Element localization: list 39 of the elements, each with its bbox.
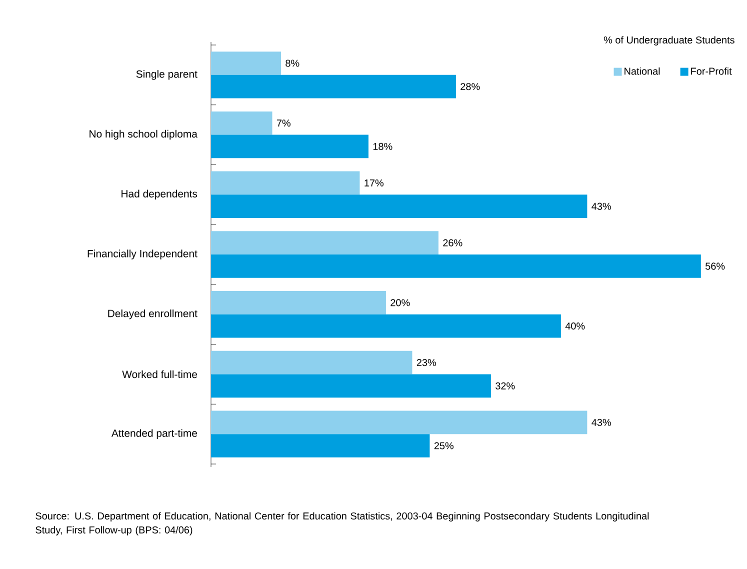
data-label: 32% — [496, 382, 515, 390]
bar — [211, 74, 456, 98]
bar — [211, 434, 430, 458]
data-label: 43% — [592, 418, 611, 426]
y-tick-label: Delayed enrollment — [108, 309, 198, 320]
data-label: 40% — [565, 322, 585, 330]
bar — [211, 350, 412, 374]
data-label: 17% — [364, 179, 384, 186]
bar — [211, 410, 588, 434]
bar — [211, 254, 701, 278]
data-label: 20% — [390, 299, 410, 306]
data-label: 28% — [460, 83, 480, 90]
y-tick-label: Attended part-time — [111, 429, 197, 439]
data-label: 25% — [434, 442, 454, 450]
bar — [211, 231, 438, 255]
data-label: 23% — [416, 359, 436, 366]
y-tick-label: Single parent — [136, 70, 198, 80]
bar — [211, 374, 491, 398]
data-label: 7% — [276, 120, 290, 127]
data-label: 43% — [592, 202, 611, 210]
bar — [211, 134, 368, 158]
y-tick-label: Had dependents — [122, 190, 198, 200]
data-label: 26% — [443, 239, 462, 246]
y-tick-label: No high school diploma — [90, 130, 198, 140]
bar — [211, 194, 588, 218]
source-note: Source: U.S. Department of Education, National Center for Education Statistics, 2003-04 Beginning Postsecondary Students Longitudinal Study, First Follow-up (BPS: 04/06) — [36, 512, 649, 536]
bar — [211, 314, 561, 338]
bar — [211, 171, 360, 195]
data-label: 8% — [286, 60, 300, 67]
data-label: 18% — [373, 142, 392, 150]
bar — [211, 52, 281, 75]
bar — [211, 111, 272, 135]
data-label: 56% — [706, 262, 725, 270]
legend-title: % of Undergraduate Students — [604, 36, 734, 46]
legend-label: National — [624, 67, 660, 75]
y-tick-label: Worked full-time — [122, 370, 197, 378]
bar — [211, 291, 386, 314]
legend-label: For-Profit — [691, 67, 732, 75]
y-tick-label: Financially Independent — [88, 250, 198, 260]
